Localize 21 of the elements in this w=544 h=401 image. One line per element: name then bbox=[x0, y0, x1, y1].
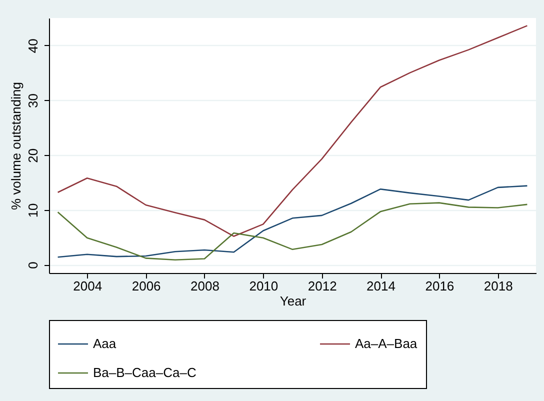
y-tick-label: 0 bbox=[26, 262, 40, 269]
legend-label: Aaa bbox=[93, 336, 117, 351]
line-series bbox=[57, 202, 528, 260]
x-tick-label: 2006 bbox=[132, 278, 161, 294]
line-series bbox=[57, 185, 528, 258]
x-tick-label: 2008 bbox=[190, 278, 220, 294]
line-series bbox=[57, 25, 528, 237]
x-tick-label: 2012 bbox=[308, 278, 337, 294]
x-tick-label: 2010 bbox=[249, 278, 278, 294]
legend-label: Ba–B–Caa–Ca–C bbox=[93, 365, 196, 380]
y-tick-label: 10 bbox=[26, 203, 40, 218]
y-tick-label: 30 bbox=[26, 94, 40, 108]
x-tick-label: 2014 bbox=[366, 278, 396, 294]
x-axis-title: Year bbox=[280, 294, 307, 308]
y-tick-label: 40 bbox=[26, 38, 40, 54]
y-tick-label: 20 bbox=[26, 148, 40, 163]
legend-label: Aa–A–Baa bbox=[355, 336, 418, 351]
x-tick-label: 2004 bbox=[73, 278, 102, 294]
y-axis-title: % volume outstanding bbox=[8, 82, 24, 210]
x-tick-label: 2018 bbox=[484, 278, 513, 294]
x-tick-label: 2016 bbox=[425, 278, 454, 294]
